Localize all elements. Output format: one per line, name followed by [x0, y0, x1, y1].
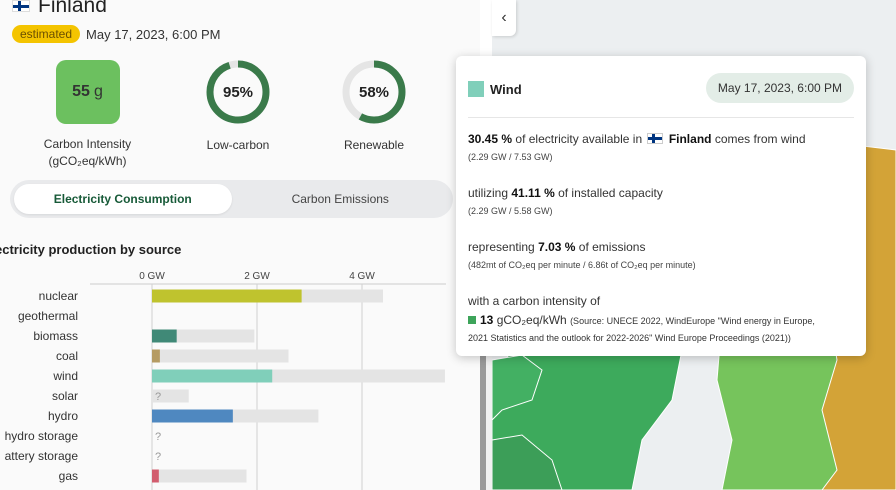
- low-carbon-value: 95%: [222, 83, 254, 101]
- renewable-ring: 58%: [341, 59, 407, 125]
- tooltip-title: Wind: [490, 81, 522, 97]
- x-tick-label: 4 GW: [349, 271, 375, 282]
- unknown-marker: ?: [155, 431, 161, 443]
- capacity-bar: [152, 349, 289, 363]
- production-bar: [152, 329, 177, 343]
- renewable-value: 58%: [358, 83, 390, 101]
- capacity-bar: [152, 329, 255, 343]
- category-label: attery storage: [5, 449, 79, 463]
- intensity-unit: gCO₂eq/kWh: [496, 313, 567, 327]
- category-label: gas: [59, 469, 78, 483]
- capacity-pct: 41.11 %: [511, 186, 555, 200]
- carbon-intensity-label-line1: Carbon Intensity: [43, 137, 132, 151]
- category-label: wind: [52, 369, 78, 383]
- category-label: nuclear: [39, 289, 78, 303]
- zone-header: Finland: [12, 0, 107, 18]
- consumption-emissions-toggle: Electricity Consumption Carbon Emissions: [10, 180, 453, 218]
- tab-carbon-emissions[interactable]: Carbon Emissions: [291, 192, 389, 206]
- carbon-intensity-unit: g: [93, 83, 103, 100]
- map-region-norway[interactable]: [492, 434, 563, 490]
- x-tick-label: 2 GW: [244, 271, 270, 282]
- category-label: solar: [52, 389, 78, 403]
- carbon-intensity-box: 55 g: [55, 60, 120, 124]
- unknown-marker: ?: [155, 391, 161, 403]
- renewable-metric[interactable]: 58% Renewable: [324, 59, 424, 154]
- tooltip-capacity-line: utilizing 41.11 % of installed capacity: [468, 186, 663, 200]
- emissions-sub: (482mt of CO₂eq per minute / 6.86t of CO…: [468, 260, 696, 270]
- x-tick-label: 0 GW: [139, 271, 165, 282]
- panel-scrollbar[interactable]: [480, 340, 492, 490]
- low-carbon-metric[interactable]: 95% Low-carbon: [188, 59, 288, 154]
- unknown-marker: ?: [155, 451, 161, 463]
- share-pct: 30.45 %: [468, 132, 513, 146]
- emissions-post: of emissions: [578, 240, 646, 254]
- source-tooltip: Wind May 17, 2023, 6:00 PM 30.45 % of el…: [456, 56, 866, 356]
- low-carbon-ring: 95%: [205, 59, 271, 125]
- zone-meta: estimated May 17, 2023, 6:00 PM: [12, 25, 220, 43]
- scrollbar-thumb[interactable]: [480, 340, 486, 490]
- renewable-label: Renewable: [343, 138, 405, 152]
- tooltip-header: Wind: [468, 81, 522, 97]
- category-label: coal: [56, 349, 78, 363]
- category-label: geothermal: [18, 309, 78, 323]
- section-title: ectricity production by source: [0, 242, 182, 257]
- carbon-intensity-metric[interactable]: 55 g Carbon Intensity (gCO₂eq/kWh): [30, 60, 145, 170]
- tooltip-share-line: 30.45 % of electricity available in Finl…: [468, 132, 806, 146]
- carbon-intensity-label-line2: (gCO₂eq/kWh): [48, 153, 127, 168]
- capacity-post: of installed capacity: [558, 186, 663, 200]
- production-by-source-chart: 0 GW 2 GW 4 GW nuclear geothermal biomass coal…: [0, 262, 480, 490]
- finland-flag-icon: [12, 0, 30, 12]
- tooltip-date: May 17, 2023, 6:00 PM: [705, 73, 854, 103]
- estimated-badge[interactable]: estimated: [12, 25, 81, 43]
- emissions-pre: representing: [468, 240, 535, 254]
- capacity-sub: (2.29 GW / 5.58 GW): [468, 206, 553, 216]
- production-bar: [152, 409, 233, 423]
- category-label: hydro: [48, 409, 78, 423]
- tooltip-intensity-value-line: 13 gCO₂eq/kWh (Source: UNECE 2022, WindE…: [468, 313, 815, 327]
- finland-flag-icon: [647, 133, 664, 144]
- tab-electricity-consumption[interactable]: Electricity Consumption: [14, 184, 232, 214]
- carbon-intensity-value: 55: [72, 83, 90, 100]
- production-bar: [152, 289, 302, 303]
- intensity-pre: with a carbon intensity of: [468, 294, 601, 308]
- wind-swatch: [468, 81, 484, 97]
- tooltip-divider: [468, 117, 854, 118]
- emissions-pct: 7.03 %: [538, 240, 576, 254]
- intensity-color-square: [468, 316, 476, 324]
- production-bar: [152, 369, 273, 383]
- capacity-bar: [152, 469, 247, 483]
- zone-datetime: May 17, 2023, 6:00 PM: [86, 26, 221, 42]
- production-chart-svg: 0 GW 2 GW 4 GW nuclear geothermal biomass coal…: [5, 271, 446, 490]
- zone-details-panel: Finland estimated May 17, 2023, 6:00 PM …: [0, 0, 480, 490]
- intensity-source-line2: 2021 Statistics and the outlook for 2022…: [468, 333, 791, 343]
- carbon-intensity-label: Carbon Intensity (gCO₂eq/kWh): [30, 136, 145, 170]
- production-bar: [152, 469, 159, 483]
- capacity-pre: utilizing: [468, 186, 509, 200]
- intensity-source: (Source: UNECE 2022, WindEurope "Wind en…: [570, 316, 815, 326]
- zone-name: Finland: [38, 0, 107, 17]
- production-bar: [152, 349, 160, 363]
- share-pre: of electricity available in: [515, 132, 643, 146]
- intensity-value: 13: [480, 313, 494, 327]
- tooltip-emissions-line: representing 7.03 % of emissions: [468, 240, 645, 254]
- chevron-left-icon: ‹: [501, 9, 507, 26]
- low-carbon-label: Low-carbon: [206, 138, 270, 152]
- capacity-bar: [152, 389, 189, 403]
- collapse-panel-button[interactable]: ‹: [492, 0, 516, 36]
- tooltip-intensity-line: with a carbon intensity of: [468, 294, 600, 308]
- category-label: biomass: [33, 329, 78, 343]
- share-zone: Finland: [668, 132, 712, 146]
- category-label: hydro storage: [5, 429, 79, 443]
- share-post: comes from wind: [714, 132, 806, 146]
- share-sub: (2.29 GW / 7.53 GW): [468, 152, 553, 162]
